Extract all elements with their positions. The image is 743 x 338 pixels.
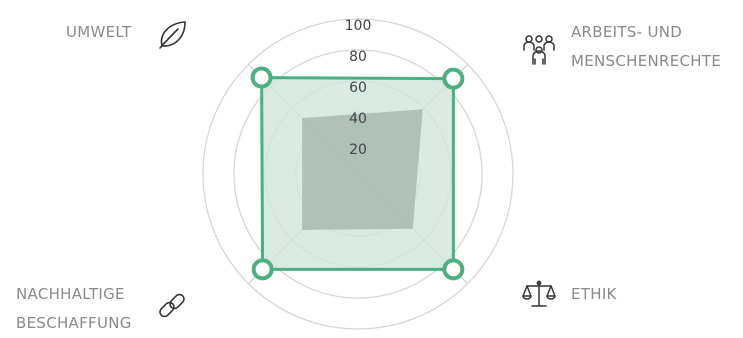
- series-0-point-1: [442, 67, 465, 90]
- label-umwelt: UMWELT: [66, 18, 131, 47]
- label-ethik-line-1: ETHIK: [571, 285, 617, 303]
- people-icon: [523, 35, 555, 65]
- tick-label-100: 100: [345, 18, 372, 34]
- grid-circle-100: [202, 18, 514, 330]
- label-umwelt-line-1: UMWELT: [66, 23, 132, 41]
- label-beschaffung-line-1: NACHHALTIGE: [16, 285, 125, 303]
- chain-link-icon: [159, 293, 185, 318]
- label-nachhaltige-beschaffung: NACHHALTIGE BESCHAFFUNG: [16, 280, 132, 338]
- label-beschaffung-line-2: BESCHAFFUNG: [16, 314, 132, 332]
- tick-label-60: 60: [349, 80, 367, 96]
- tick-label-40: 40: [349, 111, 367, 127]
- scales-icon: [522, 280, 556, 307]
- series-1-area: [302, 109, 423, 230]
- label-arbeits-und-menschenrechte: ARBEITS- UND MENSCHENRECHTE: [571, 18, 721, 76]
- tick-label-20: 20: [349, 142, 367, 158]
- series-0-point-2: [442, 258, 465, 281]
- label-ethik: ETHIK: [571, 280, 617, 309]
- leaf-icon: [159, 21, 186, 49]
- tick-label-80: 80: [349, 49, 367, 65]
- series-0-point-0: [250, 66, 273, 89]
- grid-circle-80: [233, 49, 483, 299]
- series-0-point-3: [251, 258, 274, 281]
- label-arbeit-line-1: ARBEITS- UND: [571, 23, 683, 41]
- label-arbeit-line-2: MENSCHENRECHTE: [571, 52, 722, 70]
